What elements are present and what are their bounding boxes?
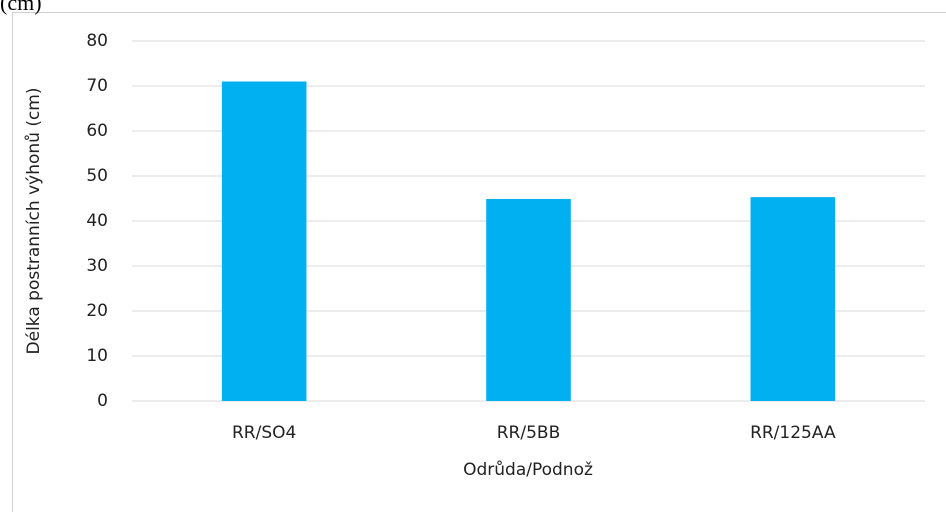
y-tick-label: 20 bbox=[86, 301, 108, 321]
y-tick-label: 60 bbox=[86, 121, 108, 141]
y-tick-label: 70 bbox=[86, 76, 108, 96]
bar bbox=[221, 81, 307, 401]
bar bbox=[750, 197, 836, 401]
x-axis-title: Odrůda/Podnož bbox=[463, 460, 593, 480]
y-axis-title: Délka postranních výhonů (cm) bbox=[24, 88, 44, 355]
y-tick-label: 50 bbox=[86, 166, 108, 186]
bar bbox=[486, 198, 571, 401]
x-tick-label: RR/125AA bbox=[750, 423, 836, 443]
header-text: (cm) bbox=[0, 0, 42, 15]
y-tick-label: 40 bbox=[86, 211, 108, 231]
y-tick-label: 10 bbox=[86, 346, 108, 366]
x-tick-label: RR/SO4 bbox=[232, 423, 296, 443]
y-tick-label: 30 bbox=[86, 256, 108, 276]
y-tick-label: 0 bbox=[97, 391, 108, 411]
y-tick-label: 80 bbox=[86, 31, 108, 51]
x-tick-label: RR/5BB bbox=[497, 423, 561, 443]
